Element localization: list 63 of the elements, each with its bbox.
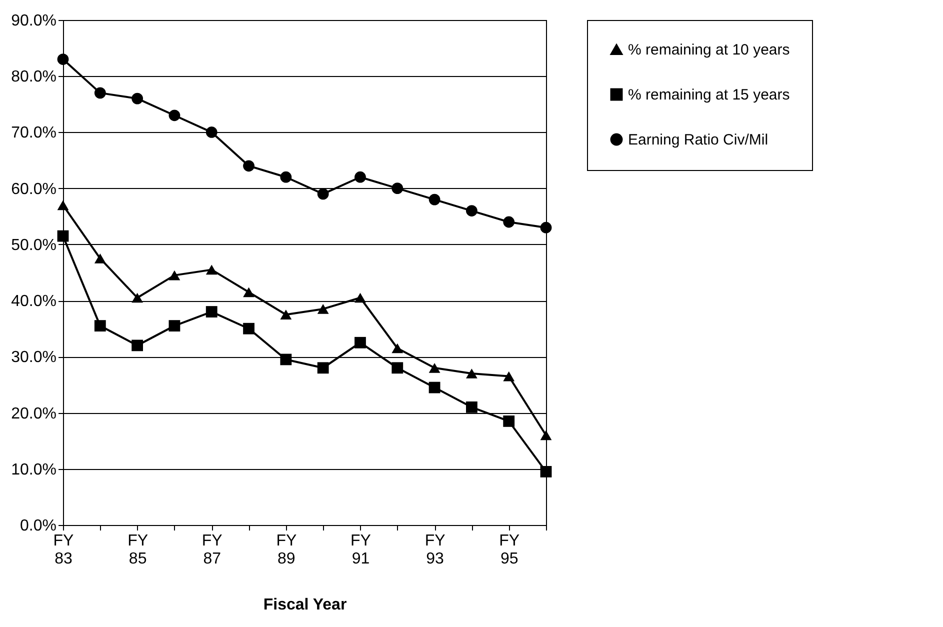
point: [280, 354, 292, 366]
point: [94, 87, 106, 99]
y-tick-label: 90.0%: [11, 12, 56, 30]
point: [428, 362, 440, 373]
y-tick-label: 60.0%: [11, 180, 56, 198]
x-tick-label: FY 95: [499, 532, 520, 568]
legend-label: Earning Ratio Civ/Mil: [628, 132, 768, 148]
point: [428, 382, 440, 394]
point: [94, 320, 106, 332]
x-tick-label: FY 89: [276, 532, 297, 568]
point: [503, 216, 515, 228]
point: [168, 320, 180, 332]
legend-label: % remaining at 10 years: [628, 42, 790, 58]
point: [132, 340, 144, 352]
legend-label: % remaining at 15 years: [628, 86, 790, 104]
point: [354, 336, 366, 348]
point: [243, 287, 254, 298]
point: [317, 362, 329, 374]
point: [428, 194, 440, 206]
point: [280, 171, 292, 183]
y-tick-label: 10.0%: [11, 461, 56, 478]
y-tick-label: 20.0%: [11, 405, 56, 422]
point: [540, 430, 552, 440]
point: [466, 401, 478, 413]
point: [392, 362, 404, 374]
point: [94, 254, 106, 264]
y-tick-label: 80.0%: [11, 68, 56, 86]
y-tick-label: 70.0%: [11, 124, 56, 142]
point: [503, 415, 515, 427]
x-tick-label: FY 85: [128, 532, 148, 568]
point: [132, 92, 144, 104]
point: [57, 230, 69, 242]
point: [540, 222, 552, 234]
point: [466, 368, 478, 378]
point: [354, 292, 366, 303]
point: [317, 188, 329, 200]
y-tick-label: 50.0%: [11, 236, 56, 254]
point: [206, 264, 218, 275]
point: [206, 126, 218, 138]
y-tick-label: 0.0%: [20, 518, 56, 534]
x-tick-label: FY 83: [53, 532, 74, 568]
x-tick-label: FY 87: [202, 532, 223, 568]
point: [243, 160, 254, 172]
x-axis-title: Fiscal Year: [263, 596, 347, 614]
point: [57, 200, 69, 210]
point: [132, 292, 144, 303]
point: [392, 343, 404, 354]
point: [206, 306, 218, 318]
point: [168, 110, 180, 122]
point: [392, 182, 404, 194]
y-tick-label: 30.0%: [11, 349, 56, 366]
point: [503, 371, 515, 382]
point: [280, 310, 292, 320]
point: [317, 304, 329, 314]
point: [57, 54, 69, 65]
point: [354, 171, 366, 183]
x-tick-label: FY 91: [350, 532, 372, 568]
point: [243, 322, 254, 334]
y-tick-label: 40.0%: [11, 293, 56, 310]
x-tick-label: FY 93: [424, 532, 446, 568]
point: [466, 205, 478, 216]
point: [540, 466, 552, 478]
point: [168, 270, 180, 280]
